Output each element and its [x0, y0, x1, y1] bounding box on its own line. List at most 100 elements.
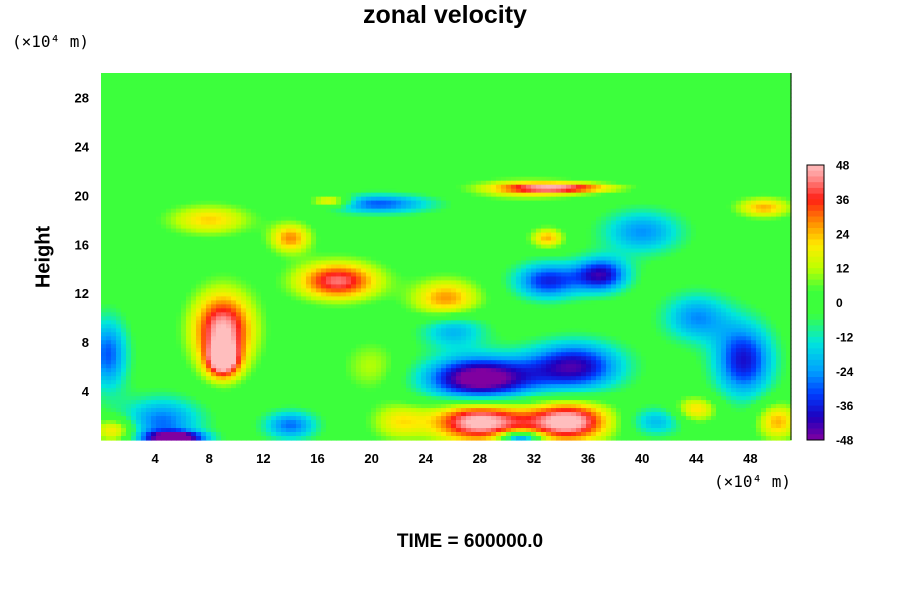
- heatmap-cell: [576, 100, 582, 106]
- heatmap-cell: [151, 212, 157, 218]
- heatmap-cell: [621, 204, 627, 210]
- heatmap-cell: [211, 136, 217, 142]
- heatmap-cell: [291, 84, 297, 90]
- heatmap-cell: [281, 192, 287, 198]
- heatmap-cell: [151, 112, 157, 118]
- heatmap-cell: [141, 204, 147, 210]
- heatmap-cell: [446, 184, 452, 190]
- heatmap-cell: [321, 208, 327, 214]
- heatmap-cell: [176, 100, 182, 106]
- heatmap-cell: [496, 84, 502, 90]
- heatmap-cell: [241, 152, 247, 158]
- heatmap-cell: [761, 140, 767, 146]
- heatmap-cell: [306, 96, 312, 102]
- heatmap-cell: [386, 204, 392, 210]
- heatmap-cell: [276, 160, 282, 166]
- heatmap-cell: [411, 184, 417, 190]
- heatmap-cell: [616, 212, 622, 218]
- heatmap-cell: [651, 156, 657, 162]
- heatmap-cell: [751, 76, 757, 82]
- heatmap-cell: [321, 204, 327, 210]
- heatmap-cell: [291, 108, 297, 114]
- heatmap-cell: [741, 196, 747, 202]
- heatmap-cell: [486, 100, 492, 106]
- heatmap-cell: [231, 184, 237, 190]
- heatmap-cell: [401, 84, 407, 90]
- heatmap-cell: [771, 188, 777, 194]
- heatmap-cell: [386, 116, 392, 122]
- heatmap-cell: [761, 196, 767, 202]
- heatmap-cell: [116, 144, 122, 150]
- heatmap-cell: [301, 128, 307, 134]
- heatmap-cell: [471, 73, 477, 78]
- heatmap-cell: [746, 132, 752, 138]
- heatmap-cell: [581, 184, 587, 190]
- heatmap-cell: [276, 144, 282, 150]
- heatmap-cell: [546, 184, 552, 190]
- heatmap-cell: [421, 96, 427, 102]
- heatmap-cell: [376, 196, 382, 202]
- heatmap-cell: [261, 104, 267, 110]
- heatmap-cell: [556, 116, 562, 122]
- heatmap-cell: [421, 84, 427, 90]
- heatmap-cell: [441, 160, 447, 166]
- heatmap-cell: [726, 192, 732, 198]
- heatmap-cell: [261, 132, 267, 138]
- heatmap-cell: [216, 188, 222, 194]
- heatmap-cell: [136, 84, 142, 90]
- heatmap-cell: [561, 176, 567, 182]
- heatmap-cell: [191, 200, 197, 206]
- heatmap-cell: [416, 156, 422, 162]
- heatmap-cell: [691, 184, 697, 190]
- heatmap-cell: [711, 160, 717, 166]
- heatmap-cell: [206, 136, 212, 142]
- heatmap-cell: [526, 184, 532, 190]
- heatmap-cell: [646, 84, 652, 90]
- heatmap-cell: [546, 76, 552, 82]
- heatmap-cell: [241, 84, 247, 90]
- heatmap-cell: [306, 148, 312, 154]
- heatmap-cell: [681, 156, 687, 162]
- heatmap-cell: [441, 192, 447, 198]
- heatmap-cell: [211, 80, 217, 86]
- heatmap-cell: [141, 84, 147, 90]
- heatmap-cell: [646, 208, 652, 214]
- heatmap-cell: [351, 160, 357, 166]
- heatmap-cell: [276, 104, 282, 110]
- heatmap-cell: [561, 100, 567, 106]
- heatmap-cell: [546, 212, 552, 218]
- heatmap-cell: [496, 92, 502, 98]
- heatmap-cell: [526, 188, 532, 194]
- heatmap-cell: [251, 92, 257, 98]
- heatmap-cell: [781, 76, 787, 82]
- heatmap-cell: [741, 208, 747, 214]
- heatmap-cell: [446, 212, 452, 218]
- heatmap-cell: [566, 112, 572, 118]
- heatmap-cell: [176, 188, 182, 194]
- heatmap-cell: [251, 116, 257, 122]
- heatmap-cell: [261, 196, 267, 202]
- heatmap-cell: [326, 92, 332, 98]
- heatmap-cell: [586, 140, 592, 146]
- heatmap-cell: [191, 176, 197, 182]
- heatmap-cell: [601, 168, 607, 174]
- heatmap-cell: [471, 104, 477, 110]
- heatmap-cell: [626, 164, 632, 170]
- heatmap-cell: [136, 204, 142, 210]
- heatmap-cell: [601, 208, 607, 214]
- heatmap-cell: [751, 104, 757, 110]
- heatmap-cell: [596, 96, 602, 102]
- heatmap-cell: [226, 132, 232, 138]
- heatmap-cell: [541, 148, 547, 154]
- heatmap-cell: [756, 116, 762, 122]
- heatmap-cell: [651, 200, 657, 206]
- heatmap-cell: [571, 136, 577, 142]
- heatmap-cell: [411, 84, 417, 90]
- heatmap-cell: [401, 160, 407, 166]
- heatmap-cell: [651, 76, 657, 82]
- heatmap-cell: [496, 88, 502, 94]
- heatmap-cell: [521, 156, 527, 162]
- heatmap-cell: [251, 184, 257, 190]
- heatmap-cell: [536, 128, 542, 134]
- heatmap-cell: [641, 176, 647, 182]
